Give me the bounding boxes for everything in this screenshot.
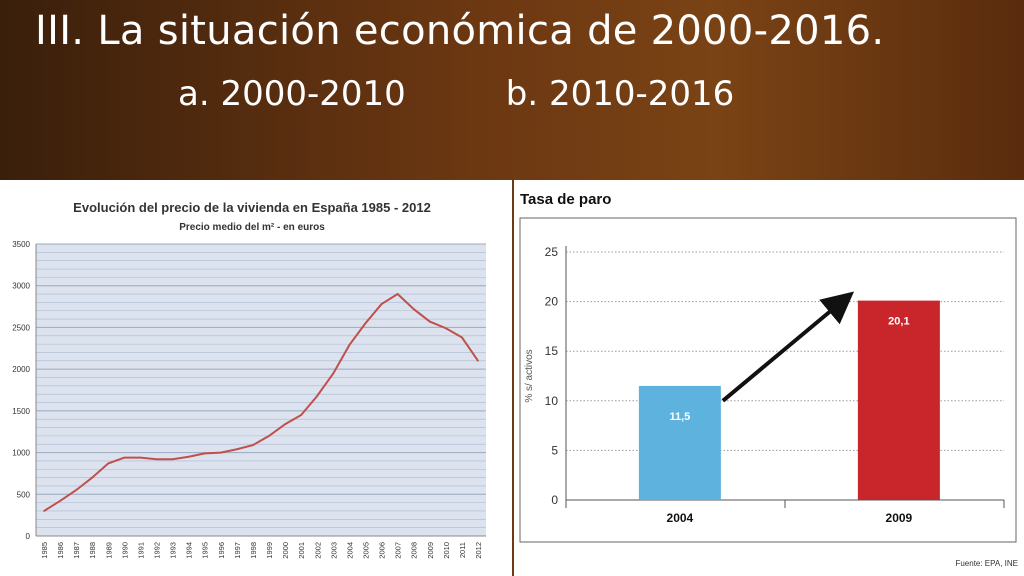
x-tick-label: 1988 xyxy=(88,542,97,559)
data-point xyxy=(187,455,190,458)
x-tick-label: 1989 xyxy=(104,542,113,559)
x-tick-label: 2009 xyxy=(426,542,435,559)
y-tick-label: 0 xyxy=(551,493,558,507)
data-point xyxy=(268,435,270,437)
x-tick-label: 2001 xyxy=(297,542,306,559)
data-point xyxy=(75,489,77,491)
bar-2009 xyxy=(857,300,940,500)
chart-title: Tasa de paro xyxy=(520,191,611,208)
y-tick-label: 500 xyxy=(17,490,31,499)
x-tick-label: 2012 xyxy=(474,542,483,559)
x-tick-label: 2006 xyxy=(378,542,387,559)
chart-subtitle: Precio medio del m² - en euros xyxy=(179,222,325,233)
data-point xyxy=(59,500,61,502)
data-point xyxy=(332,372,335,375)
data-point xyxy=(461,336,463,339)
data-point xyxy=(107,462,110,465)
housing-price-chart: Evolución del precio de la vivienda en E… xyxy=(12,200,486,559)
x-tick-label: 1986 xyxy=(56,542,65,559)
data-point xyxy=(445,327,447,330)
trend-arrow xyxy=(721,291,855,403)
y-tick-label: 3000 xyxy=(12,282,30,291)
data-point xyxy=(91,476,94,479)
housing-price-chart-panel: Evolución del precio de la vivienda en E… xyxy=(0,180,512,576)
data-point xyxy=(139,456,142,459)
data-point xyxy=(428,320,431,323)
data-point xyxy=(236,448,238,451)
x-tick-label: 2003 xyxy=(329,542,338,559)
y-tick-label: 5 xyxy=(551,443,558,457)
price-series-line xyxy=(43,292,479,512)
y-tick-label: 1000 xyxy=(12,449,30,458)
data-point xyxy=(316,395,319,397)
x-tick-label: 2010 xyxy=(442,542,451,559)
y-axis-label: % s/ activos xyxy=(524,349,535,402)
chart-title: Evolución del precio de la vivienda en E… xyxy=(73,200,431,215)
y-tick-label: 10 xyxy=(545,394,559,408)
x-tick-label: 2008 xyxy=(410,542,419,559)
x-tick-label: 1992 xyxy=(153,542,162,559)
x-tick-label: 2004 xyxy=(667,511,694,525)
x-tick-label: 1997 xyxy=(233,542,242,559)
x-tick-label: 2005 xyxy=(361,542,370,559)
y-tick-label: 25 xyxy=(545,245,559,259)
x-tick-label: 1993 xyxy=(169,542,178,559)
x-tick-label: 1995 xyxy=(201,542,210,559)
x-tick-label: 1998 xyxy=(249,542,258,559)
data-point xyxy=(300,414,302,416)
data-point xyxy=(203,452,206,455)
subtitle-b: b. 2010-2016 xyxy=(505,74,735,114)
data-point xyxy=(171,458,174,461)
x-tick-label: 2007 xyxy=(394,542,403,559)
x-tick-label: 2011 xyxy=(458,542,467,558)
x-tick-label: 2009 xyxy=(886,511,913,525)
slide-subtitle: a. 2000-2010 b. 2010-2016 xyxy=(178,74,734,114)
x-tick-label: 2002 xyxy=(313,542,322,559)
chart-frame xyxy=(519,217,1017,543)
data-point xyxy=(155,458,158,461)
unemployment-chart: Tasa de paro 0 5 10 15 20 25 % s/ activos 11,5 20… xyxy=(519,191,1018,568)
x-tick-label: 1994 xyxy=(185,542,194,559)
y-tick-label: 20 xyxy=(545,295,559,309)
bar-value-label: 20,1 xyxy=(888,316,909,328)
x-tick-label: 1990 xyxy=(120,542,129,559)
x-tick-label: 1996 xyxy=(217,542,226,559)
y-tick-label: 15 xyxy=(545,344,559,358)
bar-2004 xyxy=(638,385,721,500)
y-tick-label: 1500 xyxy=(12,407,30,416)
data-point xyxy=(123,456,126,459)
data-point xyxy=(380,303,383,305)
data-point xyxy=(412,308,415,310)
x-tick-label: 1985 xyxy=(40,542,49,559)
data-point xyxy=(252,444,254,446)
y-tick-label: 0 xyxy=(26,532,31,541)
source-note: Fuente: EPA, INE xyxy=(955,559,1018,568)
subtitle-a: a. 2000-2010 xyxy=(178,74,406,114)
data-point xyxy=(396,293,399,295)
data-point xyxy=(477,360,479,362)
x-tick-label: 1987 xyxy=(72,542,81,559)
data-point xyxy=(348,344,351,346)
data-point xyxy=(364,322,367,325)
data-point xyxy=(220,451,222,454)
x-tick-label: 2000 xyxy=(281,542,290,559)
unemployment-chart-panel: Tasa de paro 0 5 10 15 20 25 % s/ activos 11,5 20… xyxy=(514,180,1024,576)
x-tick-label: 2004 xyxy=(345,542,354,559)
y-tick-label: 3500 xyxy=(12,240,30,249)
data-point xyxy=(43,510,45,512)
x-tick-label: 1991 xyxy=(136,542,145,559)
plot-area xyxy=(36,244,486,536)
y-tick-label: 2000 xyxy=(12,365,30,374)
bar-value-label: 11,5 xyxy=(669,411,690,423)
slide-title: III. La situación económica de 2000-2016… xyxy=(35,8,885,54)
x-tick-label: 1999 xyxy=(265,542,274,559)
data-point xyxy=(284,423,286,426)
y-tick-label: 2500 xyxy=(12,323,30,332)
